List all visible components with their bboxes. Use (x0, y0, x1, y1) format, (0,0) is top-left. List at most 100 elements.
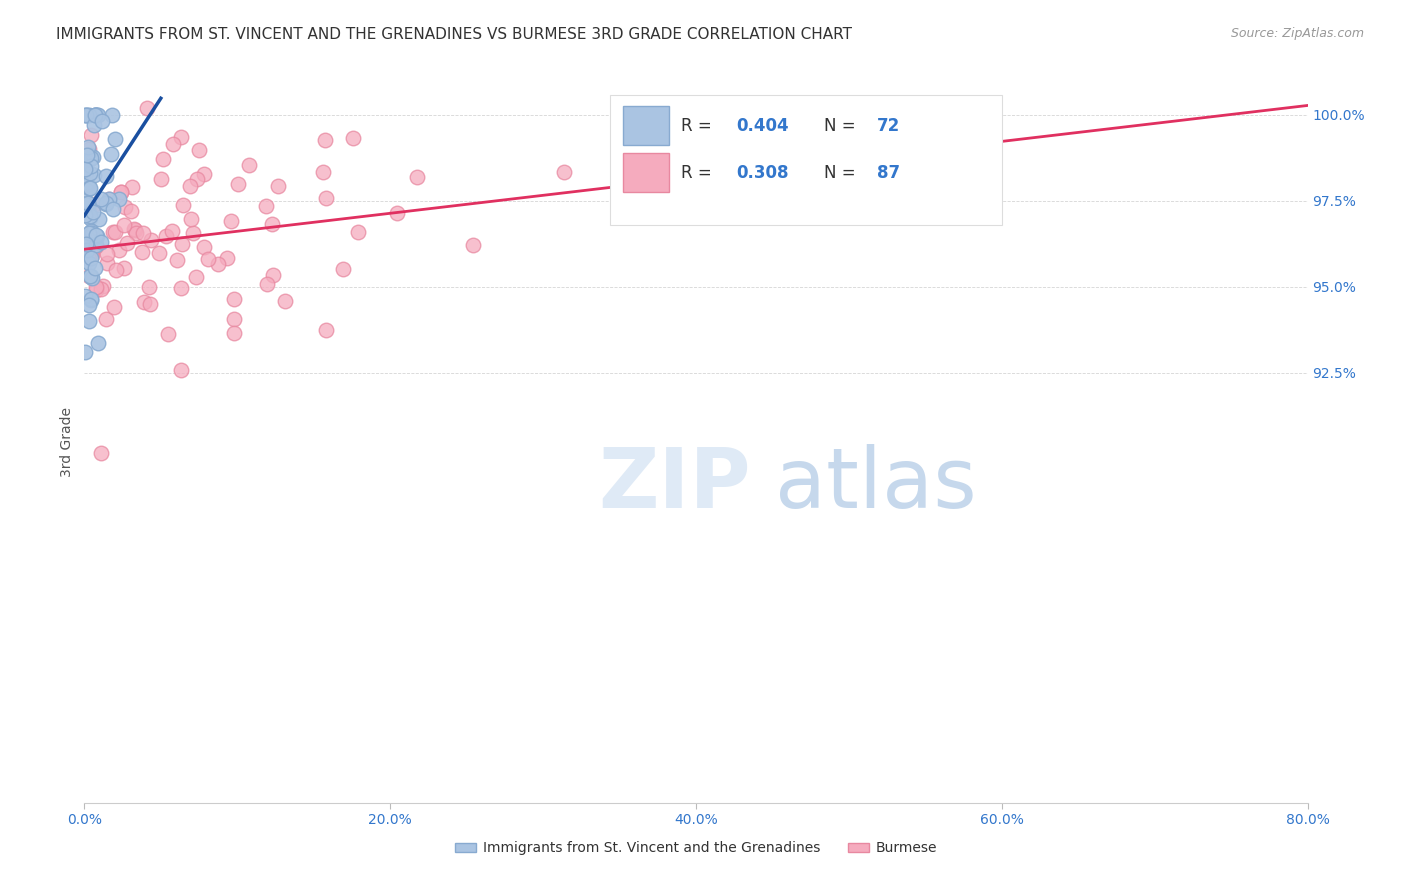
Text: 87: 87 (877, 164, 900, 182)
Point (83, 260, 105, 275)
Point (181, 226, 204, 240)
Point (79, 151, 101, 165)
Point (125, 226, 148, 240)
Point (83, 108, 105, 122)
Point (79, 268, 101, 283)
Point (254, 199, 277, 213)
Text: ZIP: ZIP (598, 444, 751, 525)
Point (80, 268, 103, 283)
Bar (610, 95, 1002, 225)
Point (80, 224, 103, 238)
Point (75, 208, 97, 222)
Point (94, 169, 117, 184)
Point (103, 301, 125, 315)
Point (80, 292, 103, 306)
Point (170, 281, 193, 295)
Text: R =: R = (682, 117, 717, 135)
Point (76, 183, 98, 197)
Point (76, 243, 98, 257)
Point (73, 161, 96, 176)
Point (87, 108, 110, 122)
Point (77, 268, 100, 283)
Point (97, 192, 120, 206)
Point (84, 279, 107, 293)
Point (77, 297, 100, 311)
Point (96, 246, 118, 260)
Point (224, 292, 246, 306)
Point (82, 248, 104, 262)
Point (90, 114, 112, 128)
Point (84, 239, 107, 253)
Legend: Immigrants from St. Vincent and the Grenadines, Burmese: Immigrants from St. Vincent and the Gren… (450, 836, 942, 861)
Point (179, 178, 201, 193)
Point (150, 172, 173, 186)
Point (314, 133, 336, 147)
Point (96, 197, 118, 211)
Point (80, 293, 103, 307)
Point (76, 176, 98, 190)
Bar (623, 105, 669, 145)
Point (115, 235, 138, 250)
Point (77, 256, 100, 270)
Point (79, 246, 101, 260)
Point (332, 261, 354, 276)
Point (172, 198, 194, 212)
Point (132, 295, 155, 310)
Point (197, 252, 219, 267)
Point (136, 101, 159, 115)
Point (132, 226, 155, 240)
Point (75, 237, 97, 252)
Point (406, 169, 429, 184)
Point (80, 251, 103, 265)
Text: Source: ZipAtlas.com: Source: ZipAtlas.com (1230, 27, 1364, 40)
Point (187, 144, 209, 158)
Point (105, 263, 128, 277)
Point (101, 202, 124, 216)
Point (186, 172, 208, 186)
Point (87, 336, 110, 351)
Point (315, 322, 337, 336)
Text: R =: R = (682, 164, 717, 182)
Point (83, 168, 105, 182)
Point (112, 260, 135, 275)
Point (82, 150, 104, 164)
Point (82, 205, 104, 219)
Point (184, 270, 207, 285)
Point (224, 326, 246, 341)
Point (98, 192, 121, 206)
Point (162, 137, 184, 152)
Point (79, 226, 101, 240)
Point (120, 203, 142, 218)
Point (157, 327, 180, 342)
Point (152, 152, 174, 166)
Point (315, 191, 337, 205)
Point (155, 228, 177, 243)
Point (100, 147, 122, 161)
Text: 0.308: 0.308 (737, 164, 789, 182)
Point (104, 132, 127, 146)
Y-axis label: 3rd Grade: 3rd Grade (60, 407, 75, 476)
Point (77, 196, 100, 211)
Point (262, 217, 284, 231)
Point (262, 268, 284, 283)
Point (96, 195, 118, 210)
Point (124, 223, 146, 237)
Point (91, 278, 114, 293)
Point (79, 147, 101, 161)
Point (83, 108, 105, 122)
Point (86, 108, 108, 122)
Point (180, 212, 202, 227)
Point (266, 179, 288, 194)
Point (79, 209, 101, 223)
Point (193, 239, 215, 253)
Point (96, 256, 118, 270)
Point (217, 251, 239, 265)
Point (79, 166, 101, 180)
Point (80, 159, 103, 173)
Point (75, 167, 97, 181)
Point (122, 222, 145, 236)
Point (84, 108, 107, 122)
Point (86, 228, 108, 243)
Point (73, 289, 96, 303)
Point (166, 252, 188, 267)
